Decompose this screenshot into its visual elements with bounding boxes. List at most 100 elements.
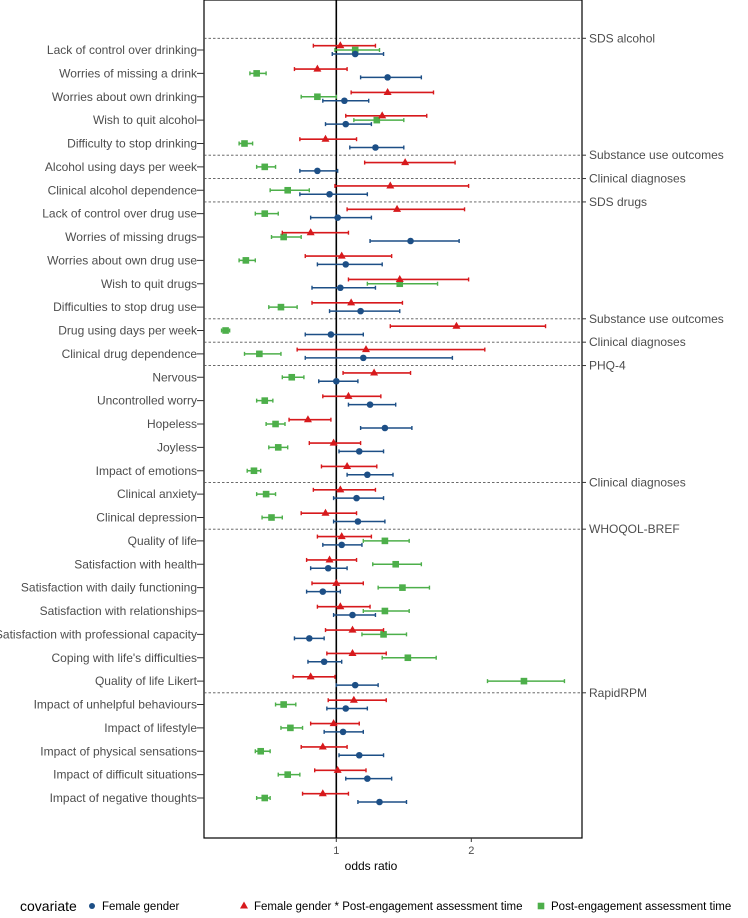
point-triangle (344, 391, 353, 399)
point-square (261, 210, 269, 217)
point-square (253, 70, 260, 77)
estimate-green (255, 397, 274, 404)
point-triangle (333, 765, 342, 773)
point-circle (372, 144, 379, 151)
row-label: Worries of missing a drink (59, 66, 198, 80)
section-label: WHOQOL-BREF (589, 522, 680, 536)
estimate-blue (309, 214, 373, 221)
point-triangle (386, 181, 395, 189)
row-label: Lack of control over drug use (42, 207, 197, 221)
estimate-green (353, 116, 405, 124)
point-square (288, 373, 296, 381)
estimate-red (308, 438, 362, 446)
estimate-blue (305, 588, 342, 595)
point-square (257, 747, 264, 755)
point-circle (376, 798, 383, 806)
point-triangle (347, 298, 356, 306)
row-label: Impact of difficult situations (53, 768, 197, 782)
estimate-blue (322, 97, 370, 105)
legend-triangle-icon (240, 901, 248, 909)
estimate-green (243, 350, 282, 358)
legend-label: Female gender (102, 901, 180, 913)
section-label: RapidRPM (589, 686, 647, 700)
estimate-blue (359, 424, 413, 432)
estimate-green (268, 303, 298, 311)
point-square (380, 631, 387, 638)
point-square (241, 140, 248, 147)
estimate-green (254, 210, 279, 217)
point-triangle (337, 251, 346, 259)
estimate-blue (328, 307, 401, 315)
section-label: Clinical diagnoses (589, 172, 686, 186)
estimate-green (270, 233, 302, 241)
estimate-red (316, 532, 373, 540)
legend: covariate Female gender Female gender * P… (20, 898, 731, 914)
estimate-green (265, 420, 286, 428)
point-circle (366, 401, 374, 408)
estimate-red (300, 508, 358, 516)
row-label: Drug using days per week (58, 324, 198, 338)
point-circle (337, 284, 344, 292)
point-triangle (306, 228, 315, 236)
point-square (284, 771, 291, 778)
point-triangle (329, 438, 338, 446)
estimate-red (312, 485, 377, 493)
estimate-green (220, 327, 231, 334)
estimate-blue (307, 658, 343, 666)
x-tick-label: 2 (468, 845, 474, 857)
point-triangle (337, 532, 346, 540)
point-circle (306, 635, 313, 642)
point-circle (355, 751, 363, 759)
row-label: Worries of missing drugs (65, 230, 197, 244)
row-label: Satisfaction with relationships (40, 604, 197, 618)
point-triangle (348, 648, 357, 656)
point-circle (341, 97, 348, 105)
estimate-blue (349, 144, 405, 151)
estimate-red (304, 251, 393, 259)
estimate-red (296, 345, 486, 353)
estimate-blue (345, 775, 393, 782)
point-triangle (332, 578, 341, 586)
point-circle (351, 50, 359, 58)
point-circle (353, 494, 360, 502)
point-triangle (393, 204, 402, 212)
point-circle (351, 681, 359, 689)
estimate-red (312, 41, 377, 49)
point-square (314, 93, 321, 101)
estimate-red (311, 298, 404, 306)
point-circle (326, 190, 333, 198)
point-square (268, 514, 275, 521)
point-triangle (321, 134, 330, 142)
point-triangle (313, 64, 322, 72)
estimate-red (389, 321, 547, 329)
estimate-green (238, 257, 257, 264)
point-square (277, 303, 285, 311)
point-triangle (452, 321, 461, 329)
estimate-blue (332, 611, 377, 619)
row-label: Difficulty to stop drinking (67, 137, 197, 151)
legend-label: Post-engagement assessment time (551, 901, 731, 913)
estimate-blue (338, 448, 385, 455)
point-circle (364, 775, 371, 782)
point-square (280, 233, 287, 241)
point-square (280, 701, 287, 708)
estimate-red (322, 391, 382, 399)
estimate-red (327, 695, 387, 703)
estimate-red (299, 134, 358, 142)
point-square (381, 607, 389, 615)
estimate-red (342, 368, 412, 376)
row-label: Quality of life Likert (95, 674, 198, 688)
row-label: Worries about own drinking (52, 90, 197, 104)
row-label: Wish to quit drugs (101, 277, 197, 291)
estimate-green (381, 654, 437, 662)
point-circle (320, 658, 328, 666)
row-label: Lack of control over drinking (47, 43, 197, 57)
point-square (381, 537, 389, 545)
estimate-red (314, 765, 367, 773)
estimate-green (261, 514, 283, 521)
estimate-green (277, 771, 301, 778)
estimate-blue (326, 705, 369, 712)
estimate-blue (323, 728, 364, 736)
estimate-red (324, 625, 385, 633)
x-axis-label: odds ratio (345, 859, 398, 873)
